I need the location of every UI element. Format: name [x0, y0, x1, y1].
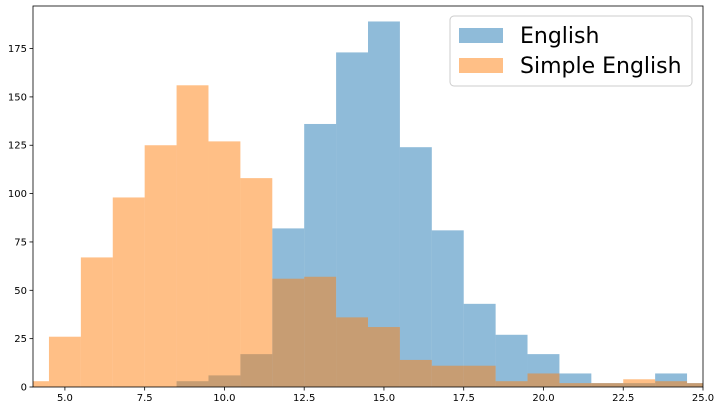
histogram-bar	[527, 373, 560, 387]
plot-frame	[32, 5, 704, 388]
histogram-bar	[240, 178, 273, 387]
histogram-bar	[368, 327, 400, 387]
histogram-bar	[655, 381, 688, 387]
histogram-bar	[431, 365, 464, 387]
histogram-bar	[495, 334, 528, 387]
histogram-bar	[336, 317, 368, 387]
histogram-bar	[623, 379, 656, 387]
series-simple-english	[33, 85, 703, 387]
axes-layer: 5.0 7.5 10.0 12.5 15.0 17.5 20.0 22.5 25.0 0 25 50 7…	[8, 5, 714, 404]
histogram-bar	[304, 276, 337, 387]
histogram-bar	[591, 383, 624, 387]
bars-layer	[33, 21, 703, 387]
legend-label: English	[520, 24, 599, 49]
histogram-bar	[463, 365, 496, 387]
histogram-bar	[495, 381, 528, 387]
histogram-bar	[272, 278, 305, 387]
histogram-bar	[399, 359, 432, 387]
histogram-bar	[112, 197, 145, 387]
legend-swatch	[459, 28, 503, 43]
x-tick-label: 5.0	[57, 393, 73, 404]
histogram-bar	[431, 230, 464, 387]
histogram-bar	[33, 381, 49, 387]
histogram-bar	[48, 336, 81, 387]
x-tick-label: 22.5	[612, 393, 634, 404]
x-tick-label: 10.0	[213, 393, 235, 404]
histogram-bar	[559, 383, 592, 387]
histogram-bar	[144, 145, 177, 387]
y-tick-label: 175	[8, 44, 27, 55]
legend-label: Simple English	[520, 54, 682, 79]
legend: English Simple English	[449, 15, 693, 87]
histogram-bar	[368, 21, 400, 387]
x-tick-label: 20.0	[532, 393, 554, 404]
x-tick-label: 12.5	[293, 393, 315, 404]
histogram-bar	[687, 383, 703, 387]
y-tick-label: 100	[8, 189, 27, 200]
x-tick-label: 25.0	[692, 393, 714, 404]
x-tick-label: 17.5	[453, 393, 475, 404]
histogram-bar	[176, 85, 209, 387]
x-tick-label: 7.5	[137, 393, 153, 404]
y-tick-label: 125	[8, 141, 27, 152]
x-tick-label: 15.0	[373, 393, 395, 404]
y-tick-label: 150	[8, 92, 27, 103]
y-tick-label: 25	[14, 334, 27, 345]
histogram-bar	[399, 147, 432, 387]
y-tick-label: 50	[14, 286, 27, 297]
histogram-bar	[208, 141, 241, 387]
legend-box	[449, 15, 693, 87]
histogram-bar	[80, 257, 113, 387]
y-tick-label: 0	[21, 383, 27, 394]
y-tick-label: 75	[14, 237, 27, 248]
legend-swatch	[459, 58, 503, 73]
